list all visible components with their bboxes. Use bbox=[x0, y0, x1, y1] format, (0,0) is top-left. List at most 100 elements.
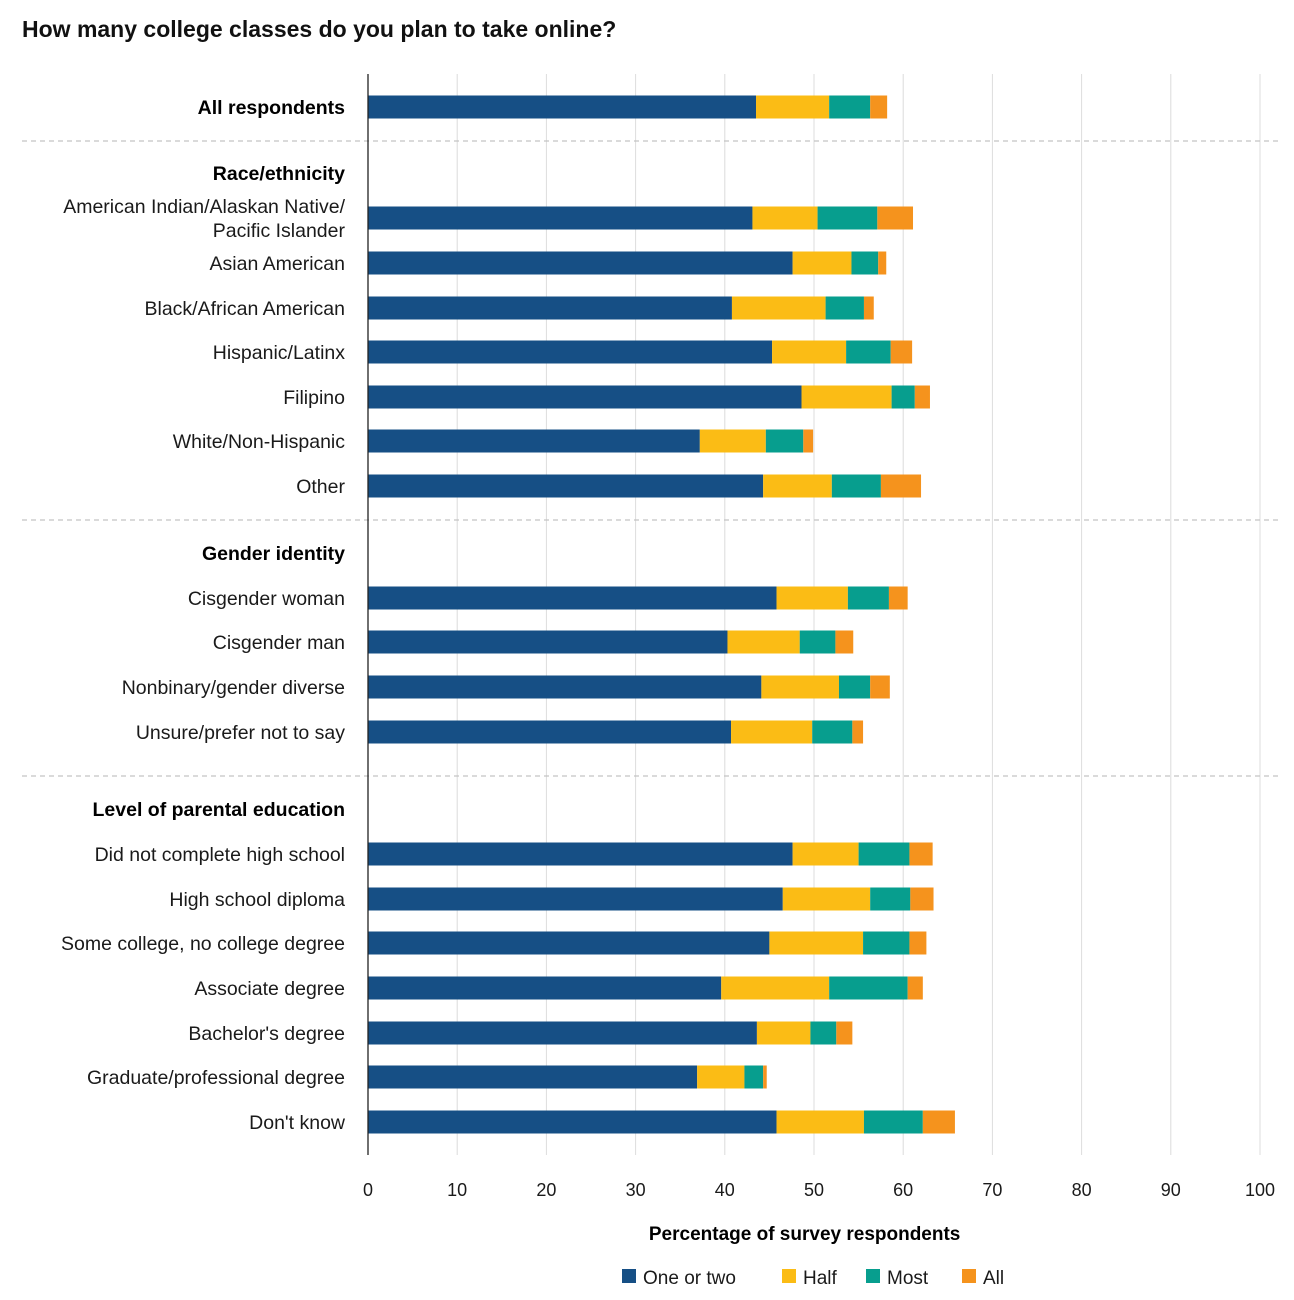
bar-segment-one-or-two bbox=[368, 720, 732, 744]
category-label: All respondents bbox=[198, 97, 346, 119]
bar-segment-one-or-two bbox=[368, 1021, 757, 1045]
bar-segment-all bbox=[890, 340, 913, 364]
bar-segment-half bbox=[756, 95, 830, 119]
bar-segment-all bbox=[909, 931, 927, 955]
x-tick-label: 60 bbox=[893, 1180, 913, 1200]
legend-label: All bbox=[983, 1268, 1004, 1289]
bar-segment-most bbox=[799, 630, 836, 654]
x-axis-title: Percentage of survey respondents bbox=[649, 1224, 961, 1245]
bar-segment-most bbox=[891, 385, 915, 409]
bar-segment-one-or-two bbox=[368, 675, 762, 699]
bar-segment-half bbox=[782, 887, 871, 911]
bar-segment-all bbox=[870, 95, 888, 119]
category-label: High school diploma bbox=[169, 889, 345, 911]
bar-segment-all bbox=[878, 251, 887, 275]
bar-segment-one-or-two bbox=[368, 586, 777, 610]
bar-segment-all bbox=[907, 976, 923, 1000]
category-label: Bachelor's degree bbox=[188, 1023, 345, 1045]
bar-segment-most bbox=[847, 586, 889, 610]
x-tick-label: 70 bbox=[982, 1180, 1002, 1200]
bar-segment-most bbox=[838, 675, 871, 699]
x-tick-label: 0 bbox=[363, 1180, 373, 1200]
bar-segment-all bbox=[835, 630, 854, 654]
bar-segment-all bbox=[863, 296, 874, 320]
bar-segment-half bbox=[699, 429, 766, 453]
bar-segment-half bbox=[697, 1065, 745, 1089]
bar-segment-all bbox=[836, 1021, 853, 1045]
bar-segment-all bbox=[852, 720, 864, 744]
bar-segment-one-or-two bbox=[368, 842, 793, 866]
bar-segment-most bbox=[863, 931, 910, 955]
legend-swatch bbox=[962, 1269, 976, 1283]
bar-segment-all bbox=[888, 586, 908, 610]
bar-segment-half bbox=[776, 586, 848, 610]
bar-segment-most bbox=[870, 887, 911, 911]
bar-segment-all bbox=[914, 385, 930, 409]
category-label: Other bbox=[296, 476, 345, 498]
legend-swatch bbox=[866, 1269, 880, 1283]
category-label: Unsure/prefer not to say bbox=[136, 722, 345, 744]
section-heading: Level of parental education bbox=[93, 799, 345, 821]
x-tick-label: 30 bbox=[626, 1180, 646, 1200]
legend-label: Most bbox=[887, 1268, 929, 1289]
category-label: Associate degree bbox=[194, 978, 345, 1000]
category-label: Black/African American bbox=[145, 298, 346, 320]
bar-segment-most bbox=[810, 1021, 837, 1045]
bar-segment-most bbox=[812, 720, 853, 744]
category-label: Asian American bbox=[210, 253, 345, 275]
x-tick-label: 20 bbox=[536, 1180, 556, 1200]
bar-segment-half bbox=[763, 474, 832, 498]
bar-segment-half bbox=[756, 1021, 811, 1045]
section-heading: Gender identity bbox=[202, 543, 345, 565]
x-tick-label: 10 bbox=[447, 1180, 467, 1200]
category-label: Cisgender woman bbox=[188, 588, 345, 610]
bar-segment-half bbox=[801, 385, 892, 409]
bar-segment-half bbox=[761, 675, 839, 699]
bar-segment-most bbox=[817, 206, 878, 230]
chart-title: How many college classes do you plan to … bbox=[22, 16, 617, 42]
bar-segment-one-or-two bbox=[368, 474, 764, 498]
bar-segment-one-or-two bbox=[368, 887, 783, 911]
bar-segment-half bbox=[769, 931, 864, 955]
bar-segment-all bbox=[870, 675, 890, 699]
category-label: American Indian/Alaskan Native/ bbox=[63, 196, 345, 218]
bar-segment-one-or-two bbox=[368, 630, 728, 654]
bar-segment-half bbox=[731, 720, 813, 744]
bar-segment-half bbox=[721, 976, 830, 1000]
bar-segment-one-or-two bbox=[368, 95, 757, 119]
bar-segment-one-or-two bbox=[368, 251, 793, 275]
section-heading: Race/ethnicity bbox=[213, 163, 345, 185]
bar-segment-all bbox=[880, 474, 922, 498]
bar-segment-half bbox=[792, 251, 852, 275]
bar-segment-most bbox=[744, 1065, 764, 1089]
x-tick-label: 40 bbox=[715, 1180, 735, 1200]
category-label: White/Non-Hispanic bbox=[173, 431, 346, 453]
bar-segment-one-or-two bbox=[368, 340, 773, 364]
bar-segment-most bbox=[825, 296, 864, 320]
bar-segment-one-or-two bbox=[368, 385, 802, 409]
x-tick-label: 100 bbox=[1245, 1180, 1275, 1200]
bar-segment-most bbox=[846, 340, 891, 364]
bar-segment-half bbox=[727, 630, 800, 654]
bar-segment-half bbox=[772, 340, 847, 364]
category-label: Some college, no college degree bbox=[61, 933, 345, 955]
legend-swatch bbox=[622, 1269, 636, 1283]
bar-segment-half bbox=[752, 206, 818, 230]
category-label: Don't know bbox=[249, 1112, 346, 1134]
legend-label: One or two bbox=[643, 1268, 736, 1289]
bar-segment-most bbox=[858, 842, 910, 866]
bar-segment-most bbox=[831, 474, 881, 498]
x-tick-label: 80 bbox=[1072, 1180, 1092, 1200]
legend-label: Half bbox=[803, 1268, 838, 1289]
bar-segment-one-or-two bbox=[368, 931, 770, 955]
bar-segment-all bbox=[877, 206, 914, 230]
category-label: Filipino bbox=[283, 387, 345, 409]
category-label: Cisgender man bbox=[213, 632, 345, 654]
bar-segment-half bbox=[731, 296, 826, 320]
bar-segment-most bbox=[851, 251, 879, 275]
bar-segment-one-or-two bbox=[368, 1110, 777, 1134]
bar-segment-half bbox=[792, 842, 859, 866]
legend-swatch bbox=[782, 1269, 796, 1283]
bar-segment-half bbox=[776, 1110, 864, 1134]
